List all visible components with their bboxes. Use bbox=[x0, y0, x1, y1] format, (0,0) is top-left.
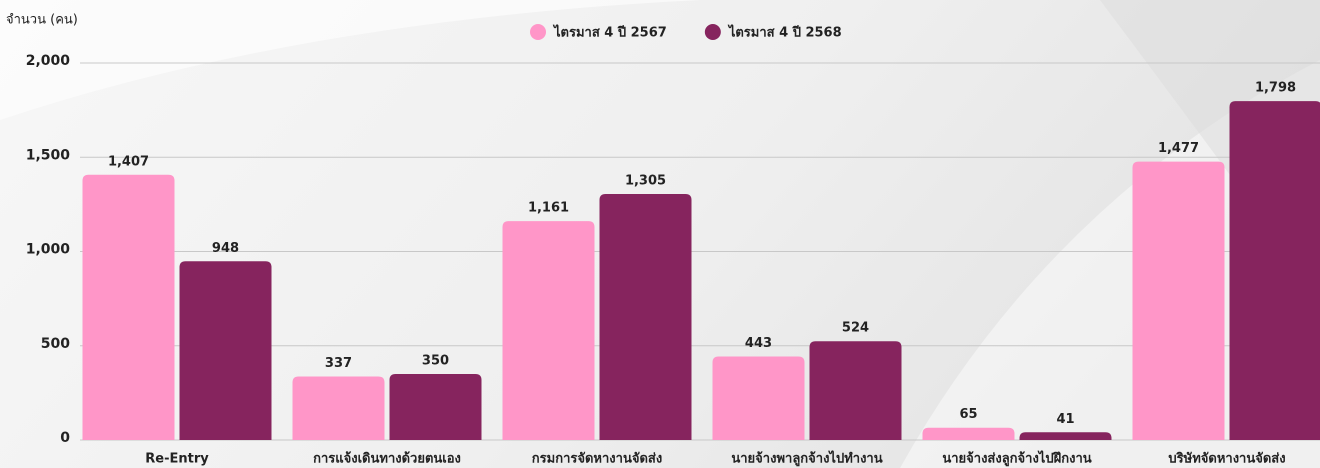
value-label: 65 bbox=[959, 407, 977, 422]
y-tick-label: 2,000 bbox=[26, 53, 71, 69]
x-tick-label: Re-Entry bbox=[145, 452, 209, 467]
x-tick-label: กรมการจัดหางานจัดส่ง bbox=[532, 452, 662, 467]
bar bbox=[922, 427, 1015, 440]
value-label: 1,477 bbox=[1158, 141, 1199, 156]
y-tick-label: 1,500 bbox=[26, 147, 71, 163]
x-tick-label: นายจ้างพาลูกจ้างไปทำงาน bbox=[731, 450, 882, 467]
bar bbox=[292, 376, 385, 440]
value-label: 1,161 bbox=[528, 201, 569, 216]
y-tick-label: 1,000 bbox=[26, 242, 71, 258]
bar bbox=[389, 374, 482, 440]
legend-label: ไตรมาส 4 ปี 2567 bbox=[552, 24, 667, 41]
value-label: 443 bbox=[745, 336, 772, 351]
x-tick-label: การแจ้งเดินทางด้วยตนเอง bbox=[313, 451, 461, 467]
legend-swatch bbox=[530, 24, 546, 40]
bar bbox=[599, 194, 692, 440]
value-label: 1,407 bbox=[108, 154, 149, 169]
value-label: 1,305 bbox=[625, 174, 666, 189]
y-axis-title: จำนวน (คน) bbox=[6, 13, 78, 28]
bar bbox=[1019, 432, 1112, 440]
x-tick-label: บริษัทจัดหางานจัดส่ง bbox=[1168, 452, 1285, 467]
bar bbox=[809, 341, 902, 440]
y-tick-label: 500 bbox=[41, 336, 70, 352]
value-label: 41 bbox=[1056, 412, 1074, 427]
value-label: 350 bbox=[422, 354, 449, 369]
y-tick-label: 0 bbox=[60, 430, 70, 446]
bar bbox=[179, 261, 272, 440]
legend-swatch bbox=[704, 24, 721, 40]
bar bbox=[712, 356, 805, 440]
decor bbox=[0, 0, 700, 120]
value-label: 948 bbox=[212, 241, 239, 256]
decor bbox=[1100, 0, 1320, 300]
value-label: 524 bbox=[842, 321, 869, 336]
bar bbox=[82, 174, 175, 440]
bar bbox=[1132, 161, 1225, 440]
value-label: 337 bbox=[325, 356, 352, 371]
bar bbox=[1229, 101, 1320, 440]
bar bbox=[502, 221, 595, 440]
legend-label: ไตรมาส 4 ปี 2568 bbox=[727, 24, 842, 41]
x-tick-label: นายจ้างส่งลูกจ้างไปฝึกงาน bbox=[942, 450, 1091, 467]
value-label: 1,798 bbox=[1255, 81, 1296, 96]
